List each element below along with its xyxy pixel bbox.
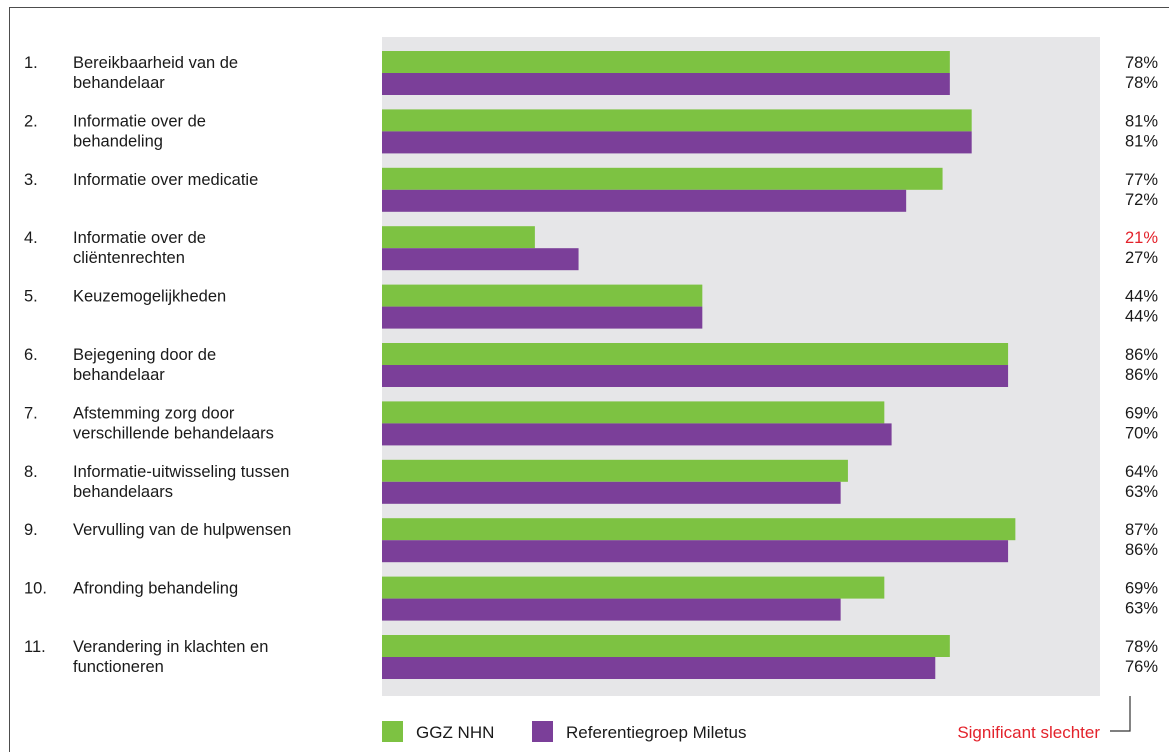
bar-referentiegroep	[382, 365, 1009, 387]
category-number: 10.	[24, 580, 47, 598]
bar-referentiegroep	[382, 481, 841, 504]
category-number: 11.	[24, 638, 46, 656]
data-label: 70%	[1125, 424, 1158, 442]
significant-annotation: Significant slechter	[957, 723, 1100, 742]
category-number: 1.	[24, 54, 38, 72]
bar-referentiegroep	[382, 657, 936, 679]
category-number: 3.	[24, 171, 38, 189]
category-label: cliëntenrechten	[73, 249, 185, 267]
data-label: 81%	[1125, 132, 1158, 150]
data-label: 78%	[1125, 54, 1158, 72]
annotation-bracket	[1110, 696, 1131, 732]
legend-label-referentiegroep: Referentiegroep Miletus	[566, 723, 746, 742]
chart-frame	[9, 7, 1169, 752]
data-label: 64%	[1125, 463, 1158, 481]
category-label: Verandering in klachten en	[73, 638, 268, 656]
category-label: Informatie over de	[73, 112, 206, 130]
category-number: 4.	[24, 229, 38, 247]
bar-referentiegroep	[382, 598, 841, 621]
data-label: 63%	[1125, 600, 1158, 618]
data-label: 44%	[1125, 288, 1158, 306]
bar-ggz-nhn	[382, 343, 1009, 365]
bar-referentiegroep	[382, 131, 972, 154]
data-label: 86%	[1125, 346, 1158, 364]
data-label: 76%	[1125, 658, 1158, 676]
bar-referentiegroep	[382, 306, 703, 329]
category-label: behandelaars	[73, 483, 173, 501]
bar-referentiegroep	[382, 540, 1009, 563]
category-label: Afstemming zorg door	[73, 404, 235, 422]
data-label: 78%	[1125, 74, 1158, 92]
category-label: behandelaar	[73, 74, 165, 92]
data-label: 44%	[1125, 308, 1158, 326]
category-label: Informatie over de	[73, 229, 206, 247]
data-label: 77%	[1125, 171, 1158, 189]
category-number: 9.	[24, 521, 38, 539]
bar-referentiegroep	[382, 189, 907, 212]
category-label: Afronding behandeling	[73, 580, 238, 598]
bar-ggz-nhn	[382, 459, 848, 482]
legend-swatch-ggz-nhn	[382, 721, 403, 742]
category-number: 6.	[24, 346, 38, 364]
data-label: 69%	[1125, 580, 1158, 598]
bar-ggz-nhn	[382, 51, 950, 73]
category-label: Vervulling van de hulpwensen	[73, 521, 291, 539]
data-label: 81%	[1125, 112, 1158, 130]
category-label: verschillende behandelaars	[73, 424, 274, 442]
bar-ggz-nhn	[382, 635, 950, 657]
bar-ggz-nhn	[382, 401, 885, 424]
data-label: 78%	[1125, 638, 1158, 656]
data-label: 72%	[1125, 191, 1158, 209]
data-label: 21%	[1125, 229, 1158, 247]
data-label: 87%	[1125, 521, 1158, 539]
category-label: functioneren	[73, 658, 164, 676]
bar-ggz-nhn	[382, 109, 972, 132]
data-label: 69%	[1125, 404, 1158, 422]
data-label: 86%	[1125, 541, 1158, 559]
category-label: Bejegening door de	[73, 346, 216, 364]
bar-ggz-nhn	[382, 226, 535, 249]
legend-swatch-referentiegroep	[532, 721, 553, 742]
legend-label-ggz-nhn: GGZ NHN	[416, 723, 494, 742]
category-label: Informatie over medicatie	[73, 171, 258, 189]
category-number: 5.	[24, 288, 38, 306]
bar-ggz-nhn	[382, 167, 943, 190]
data-label: 63%	[1125, 483, 1158, 501]
category-label: Informatie-uitwisseling tussen	[73, 463, 289, 481]
category-label: behandelaar	[73, 366, 165, 384]
category-number: 8.	[24, 463, 38, 481]
category-label: Keuzemogelijkheden	[73, 288, 226, 306]
category-number: 2.	[24, 112, 38, 130]
data-label: 86%	[1125, 366, 1158, 384]
category-label: behandeling	[73, 132, 163, 150]
data-label: 27%	[1125, 249, 1158, 267]
bar-referentiegroep	[382, 248, 579, 271]
bar-ggz-nhn	[382, 518, 1016, 541]
bar-ggz-nhn	[382, 576, 885, 599]
category-number: 7.	[24, 404, 38, 422]
bar-ggz-nhn	[382, 284, 703, 307]
bar-referentiegroep	[382, 73, 950, 95]
category-label: Bereikbaarheid van de	[73, 54, 238, 72]
bar-referentiegroep	[382, 423, 892, 446]
